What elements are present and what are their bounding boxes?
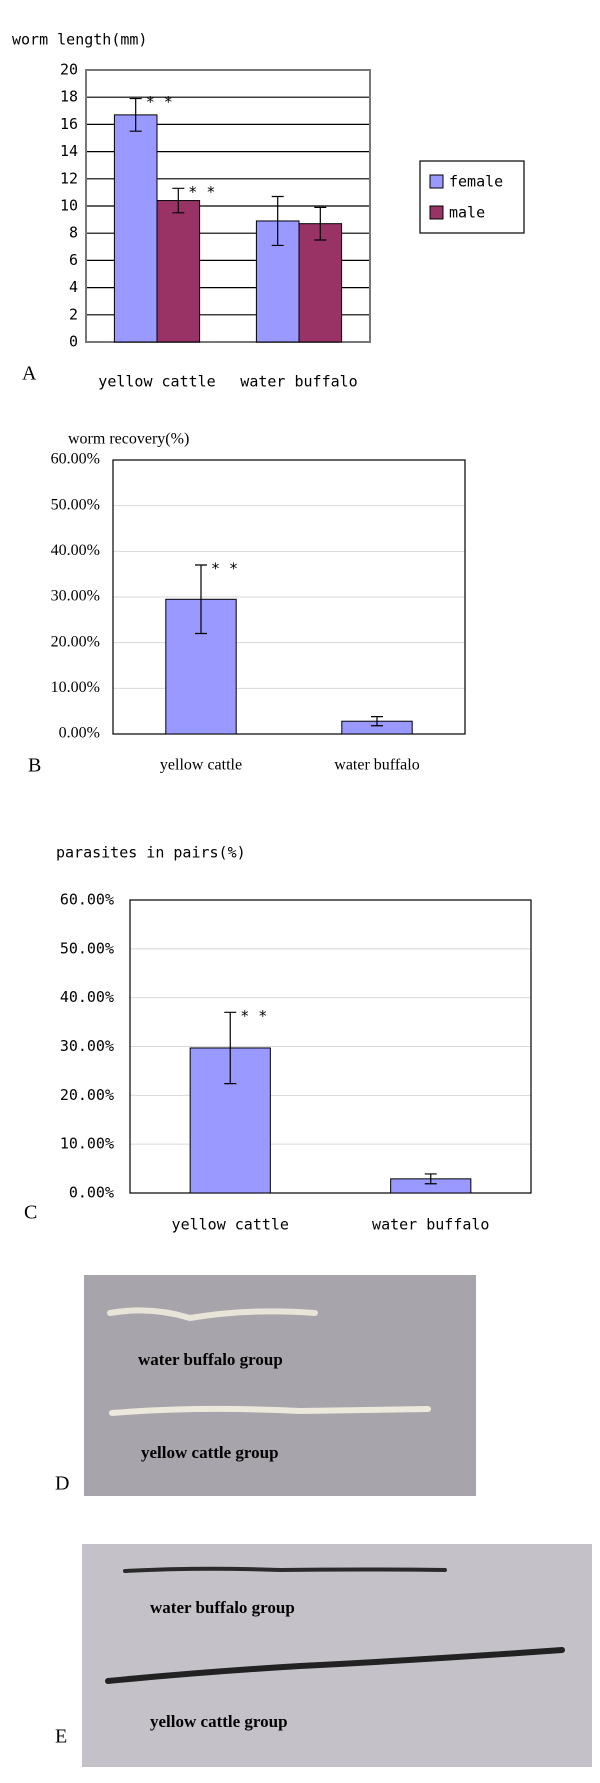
x-tick-label: yellow cattle <box>160 757 242 774</box>
y-tick-label: 10 <box>60 197 78 215</box>
error-bar <box>224 1011 237 1085</box>
chart-title: worm length(mm) <box>12 31 147 49</box>
y-tick-label: 20 <box>60 61 78 79</box>
x-tick-label: water buffalo <box>334 757 419 774</box>
photo-label: yellow cattle group <box>150 1712 288 1731</box>
error-bar <box>371 716 383 727</box>
y-tick-label: 60.00% <box>51 451 100 468</box>
bar <box>298 223 343 343</box>
y-tick-label: 16 <box>60 115 78 133</box>
plot-frame <box>85 69 371 343</box>
significance: * * <box>146 93 173 111</box>
legend-box <box>419 160 525 234</box>
error-bar <box>195 564 207 635</box>
panel-letter: B <box>28 755 41 777</box>
significance: * * <box>188 183 215 201</box>
y-tick-label: 12 <box>60 169 78 187</box>
x-tick-label: yellow cattle <box>172 1216 289 1234</box>
worm <box>105 1647 565 1684</box>
y-tick-label: 4 <box>69 278 78 296</box>
photo-d: water buffalo group yellow cattle group … <box>55 1275 476 1496</box>
error-bar <box>172 187 185 214</box>
bar <box>156 200 201 343</box>
error-bar <box>271 195 284 247</box>
worm <box>123 1566 447 1573</box>
legend-swatch <box>429 205 444 220</box>
panel-letter: E <box>55 1726 67 1748</box>
y-tick-label: 6 <box>69 251 78 269</box>
photo-label: water buffalo group <box>138 1350 283 1369</box>
y-tick-label: 50.00% <box>60 939 114 957</box>
x-tick-label: yellow cattle <box>98 373 215 391</box>
error-bar <box>129 97 142 132</box>
photo-e: water buffalo group yellow cattle group … <box>55 1544 592 1767</box>
y-tick-label: 10.00% <box>60 1135 114 1153</box>
y-tick-label: 40.00% <box>60 988 114 1006</box>
chart-title: parasites in pairs(%) <box>56 844 246 862</box>
panel-letter: C <box>24 1202 37 1224</box>
error-bar <box>314 206 327 241</box>
y-tick-label: 0 <box>69 333 78 351</box>
y-tick-label: 2 <box>69 305 78 323</box>
panel-letter: A <box>22 363 37 385</box>
significance: * * <box>211 560 238 578</box>
photo-label: yellow cattle group <box>141 1443 279 1462</box>
y-tick-label: 50.00% <box>51 496 100 513</box>
x-tick-label: water buffalo <box>240 373 357 391</box>
chart-title: worm recovery(%) <box>68 431 189 448</box>
bar <box>113 114 158 343</box>
y-tick-label: 8 <box>69 224 78 242</box>
photo-label: water buffalo group <box>150 1598 295 1617</box>
significance: * * <box>240 1007 267 1025</box>
worm <box>107 1307 318 1322</box>
legend-swatch <box>429 174 444 189</box>
x-tick-label: water buffalo <box>372 1216 489 1234</box>
y-tick-label: 60.00% <box>60 891 114 909</box>
panel-letter: D <box>55 1473 69 1495</box>
plot-frame <box>129 899 532 1194</box>
y-tick-label: 40.00% <box>51 542 100 559</box>
y-tick-label: 14 <box>60 142 78 160</box>
legend-label: female <box>449 173 503 191</box>
y-tick-label: 0.00% <box>69 1184 114 1202</box>
y-tick-label: 30.00% <box>60 1037 114 1055</box>
y-tick-label: 0.00% <box>59 725 100 742</box>
y-tick-label: 30.00% <box>51 588 100 605</box>
error-bar <box>424 1173 437 1185</box>
plot-frame <box>112 459 466 735</box>
worm <box>109 1405 431 1416</box>
y-tick-label: 18 <box>60 88 78 106</box>
y-tick-label: 10.00% <box>51 679 100 696</box>
y-tick-label: 20.00% <box>51 633 100 650</box>
legend-label: male <box>449 204 485 222</box>
y-tick-label: 20.00% <box>60 1086 114 1104</box>
